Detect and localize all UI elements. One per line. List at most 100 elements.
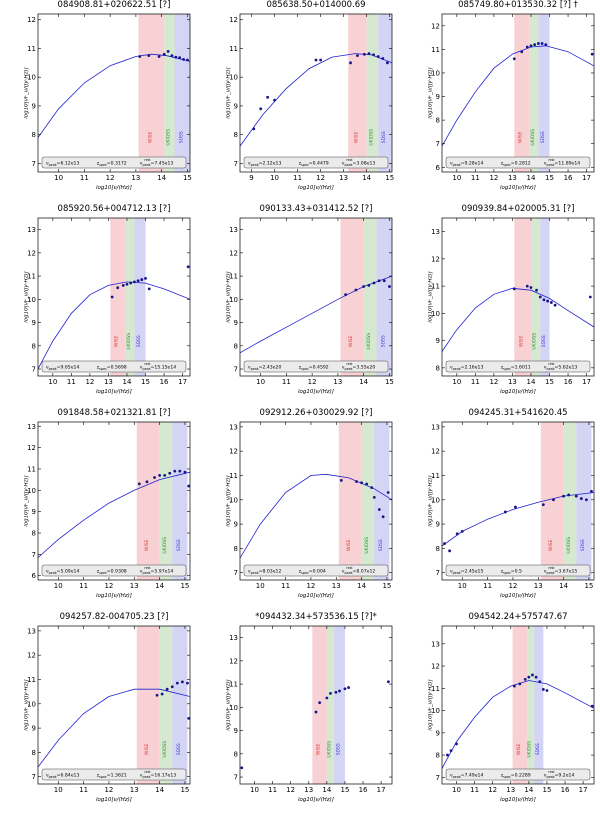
sed-plot: WISE UKIDSS SDSS 10 11 12 13 14 15 16 17 6 7 8 9 10 11 12…: [428, 13, 595, 191]
y-tick-label: 12: [431, 22, 440, 30]
data-point: [503, 510, 507, 514]
data-point: [590, 704, 594, 708]
y-tick-label: 9: [436, 521, 440, 529]
data-point: [538, 680, 542, 684]
axes-frame: [441, 625, 595, 785]
data-point: [533, 43, 537, 47]
x-tick-label: 15: [545, 174, 554, 182]
y-tick-label: 11: [431, 685, 440, 693]
data-point: [110, 295, 114, 299]
sed-plot: WISE UKIDSS SDSS 9 10 11 12 13 14 15 7 8 9 10 11 12 log1…: [226, 13, 394, 191]
y-tick-label: 12: [229, 448, 238, 456]
y-tick-label: 9: [436, 93, 440, 101]
x-axis-label: log10[ν/(Hz)]: [500, 593, 536, 599]
info-value: νpeak=16.17e13: [140, 773, 176, 779]
sed-plot: WISE UKIDSS SDSS 10 11 12 13 14 15 16 17 8 9 10 11 12 13…: [428, 217, 595, 395]
x-tick-label: 12: [104, 582, 113, 590]
info-value: νpeak=5.97e14: [140, 569, 173, 575]
y-tick-label: 7: [234, 774, 238, 782]
x-tick-label: 16: [160, 378, 169, 386]
y-tick-label: 12: [229, 249, 238, 257]
band-ukidss: [529, 14, 539, 172]
band-wise: [540, 422, 564, 580]
x-tick-label: 14: [123, 378, 132, 386]
y-tick-label: 12: [229, 657, 238, 665]
x-tick-label: 15: [180, 786, 189, 794]
band-label: UKIDSS: [530, 129, 536, 146]
x-tick-label: 15: [180, 582, 189, 590]
band-ukidss: [164, 14, 175, 172]
info-value: νpeak=11.89e14: [544, 161, 580, 167]
data-point: [376, 55, 380, 58]
band-label: SDSS: [381, 131, 387, 143]
data-point: [386, 491, 390, 494]
y-tick-label: 7: [436, 140, 440, 148]
data-point: [382, 279, 386, 283]
data-point: [144, 277, 147, 280]
x-tick-label: 15: [183, 174, 192, 182]
data-point: [446, 753, 449, 757]
band-wise: [338, 422, 362, 580]
info-value: zspec=0.5: [501, 569, 522, 575]
axes-frame: [37, 217, 191, 377]
y-tick-label: 10: [27, 487, 36, 495]
x-tick-label: 11: [470, 786, 479, 794]
y-tick-label: 11: [431, 46, 440, 54]
band-label: UKIDSS: [126, 333, 132, 350]
x-axis-label: log10[ν/(Hz)]: [96, 185, 132, 191]
data-point: [443, 542, 446, 545]
info-box: [41, 768, 187, 781]
info-superscript: rest: [346, 158, 353, 162]
data-point: [372, 281, 376, 285]
info-value: νpeak=8.07e12: [342, 569, 375, 575]
panel-title: 084908.81+020622.51 [?]: [57, 0, 171, 10]
band-ukidss: [527, 626, 535, 784]
data-point: [377, 279, 381, 283]
y-tick-label: 7: [234, 160, 238, 168]
data-point: [455, 742, 458, 746]
x-tick-label: 13: [304, 786, 313, 794]
data-point: [355, 480, 358, 483]
y-tick-label: 7: [234, 569, 238, 577]
y-tick-label: 13: [27, 226, 36, 234]
band-label: WISE: [518, 131, 524, 143]
band-ukidss: [125, 218, 135, 376]
x-tick-label: 11: [79, 786, 88, 794]
y-axis-label: log10[νF_ν/(Jy·Hz)]: [428, 475, 434, 527]
x-axis-label: log10[ν/(Hz)]: [96, 797, 132, 803]
info-value: νpeak=2.45e15: [450, 569, 483, 575]
y-axis-label: log10[νF_ν/(Jy·Hz)]: [428, 271, 434, 323]
x-tick-label: 13: [333, 378, 342, 386]
info-superscript: rest: [144, 362, 151, 366]
info-value: zspec=0.5698: [97, 365, 127, 371]
band-wise: [136, 422, 160, 580]
sed-plot: WISE UKIDSS SDSS 10 11 12 13 14 15 7 8 9 10 11 12 log10…: [24, 13, 192, 191]
info-box: [445, 360, 591, 373]
y-tick-label: 8: [436, 117, 440, 125]
sed-plot: WISE UKIDSS SDSS 10 11 12 13 14 15 7 8 9 10 11 12 13 log…: [24, 625, 191, 803]
band-sdss: [134, 218, 146, 376]
y-tick-label: 12: [431, 663, 440, 671]
x-tick-label: 11: [471, 174, 480, 182]
fit-curve: [240, 473, 392, 559]
data-point: [158, 473, 162, 477]
fit-curve: [442, 45, 594, 147]
x-tick-label: 12: [85, 378, 94, 386]
y-tick-label: 8: [436, 545, 440, 553]
data-point: [562, 494, 565, 498]
x-tick-label: 10: [270, 174, 279, 182]
info-superscript: rest: [548, 158, 555, 162]
band-wise: [340, 218, 364, 376]
y-tick-label: 12: [229, 16, 238, 24]
band-label: SDSS: [178, 131, 184, 143]
data-point: [147, 287, 151, 291]
data-point: [523, 678, 527, 681]
band-wise: [110, 218, 126, 376]
sed-panel: 090939.84+020005.31 [?] WISE UKIDSS SDSS 10 1…: [428, 204, 600, 404]
band-label: UKIDSS: [162, 741, 168, 758]
x-tick-label: 14: [527, 174, 536, 182]
info-superscript: rest: [144, 770, 151, 774]
y-tick-label: 13: [229, 423, 238, 431]
band-label: UKIDSS: [532, 333, 538, 350]
band-label: SDSS: [580, 539, 586, 551]
